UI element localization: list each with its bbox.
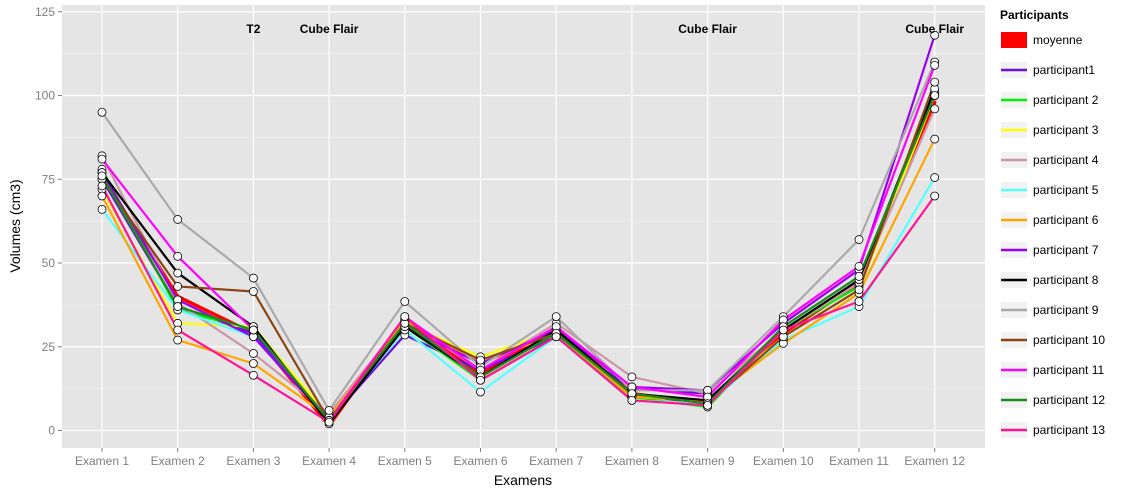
legend-label: participant 12 — [1033, 393, 1105, 407]
annotation-label: Cube Flair — [678, 22, 737, 36]
legend-label: participant 8 — [1033, 273, 1099, 287]
data-point — [324, 417, 334, 427]
data-point — [173, 282, 183, 291]
y-axis-title: Volumes (cm3) — [7, 179, 23, 272]
series-lines — [100, 34, 937, 428]
data-point — [400, 312, 410, 322]
y-tick-label: 75 — [42, 172, 56, 186]
x-axis: Examen 1 Examen 2 Examen 3 Examen 4 Examen 5… — [75, 448, 965, 468]
data-point — [97, 191, 107, 201]
data-point — [854, 261, 864, 271]
x-tick-label: Examen 5 — [378, 454, 432, 468]
legend-label: participant 4 — [1033, 153, 1099, 167]
data-point — [476, 387, 485, 397]
legend-label: participant 11 — [1033, 363, 1104, 377]
y-tick-label: 50 — [42, 256, 56, 270]
data-point — [400, 297, 410, 306]
data-point — [324, 405, 334, 415]
data-point — [97, 204, 107, 214]
x-tick-label: Examen 3 — [226, 454, 280, 468]
legend-label: participant1 — [1033, 63, 1095, 77]
data-point — [854, 285, 864, 295]
data-point — [854, 271, 864, 281]
annotation-label: Cube Flair — [905, 22, 964, 36]
x-tick-label: Examen 7 — [529, 454, 583, 468]
legend-title: Participants — [1000, 8, 1069, 22]
data-point — [97, 181, 107, 191]
data-point — [930, 173, 940, 182]
y-tick-label: 100 — [35, 89, 55, 103]
x-tick-label: Examen 12 — [904, 454, 965, 468]
y-axis: 0 25 50 75 100 125 — [35, 5, 62, 438]
data-point — [930, 60, 940, 70]
legend-label: participant 3 — [1033, 123, 1099, 137]
data-point — [173, 251, 183, 261]
data-point — [930, 104, 940, 114]
annotation-label: Cube Flair — [300, 22, 359, 36]
data-point — [627, 372, 637, 382]
x-tick-label: Examen 11 — [829, 454, 889, 468]
series-line — [100, 184, 936, 424]
legend-label: participant 10 — [1033, 333, 1105, 347]
annotation-label: T2 — [246, 22, 260, 36]
data-point — [173, 325, 183, 335]
legend-label: participant 9 — [1033, 303, 1099, 317]
legend-label: participant 2 — [1033, 93, 1099, 107]
x-tick-label: Examen 6 — [453, 454, 507, 468]
data-point — [173, 268, 183, 278]
data-point — [173, 302, 183, 311]
data-point — [854, 235, 864, 244]
x-tick-label: Examen 10 — [753, 454, 814, 468]
data-point — [854, 297, 864, 306]
legend-label: participant 7 — [1033, 243, 1099, 257]
series-points — [97, 30, 940, 429]
data-point — [173, 215, 183, 224]
data-point — [930, 91, 940, 100]
data-point — [248, 325, 258, 335]
data-point — [173, 335, 183, 345]
data-point — [97, 171, 107, 181]
data-point — [551, 312, 561, 322]
series-line — [100, 64, 936, 422]
data-point — [551, 332, 561, 342]
data-point — [248, 370, 258, 380]
x-tick-label: Examen 8 — [605, 454, 659, 468]
data-point — [930, 77, 940, 87]
x-tick-label: Examen 2 — [151, 454, 205, 468]
data-point — [97, 107, 107, 117]
x-tick-label: Examen 1 — [75, 454, 129, 468]
y-tick-label: 25 — [42, 340, 56, 354]
plot-panel — [62, 5, 985, 448]
data-point — [703, 400, 712, 410]
legend-label: participant 5 — [1033, 183, 1099, 197]
series-line — [100, 94, 936, 422]
data-point — [476, 355, 485, 365]
data-point — [476, 375, 485, 385]
data-point — [97, 154, 107, 164]
data-point — [778, 325, 788, 335]
data-point — [627, 395, 637, 405]
y-tick-label: 0 — [48, 424, 55, 438]
series-line — [100, 80, 936, 422]
x-tick-label: Examen 4 — [302, 454, 356, 468]
data-point — [248, 287, 258, 296]
legend: Participants moyenne participant1 particip… — [1000, 8, 1105, 438]
data-point — [248, 349, 258, 358]
data-point — [248, 359, 258, 368]
x-axis-title: Examens — [494, 472, 552, 488]
series-line — [100, 60, 936, 412]
legend-key — [1001, 32, 1027, 48]
data-point — [930, 191, 940, 201]
legend-label: participant 6 — [1033, 213, 1099, 227]
legend-label: participant 13 — [1033, 423, 1105, 437]
x-tick-label: Examen 9 — [681, 454, 735, 468]
data-point — [248, 273, 258, 283]
legend-label: moyenne — [1033, 33, 1083, 47]
y-tick-label: 125 — [35, 5, 55, 19]
annotations: T2 Cube Flair Cube Flair Cube Flair — [246, 22, 964, 36]
data-point — [930, 134, 940, 144]
data-point — [930, 30, 940, 40]
